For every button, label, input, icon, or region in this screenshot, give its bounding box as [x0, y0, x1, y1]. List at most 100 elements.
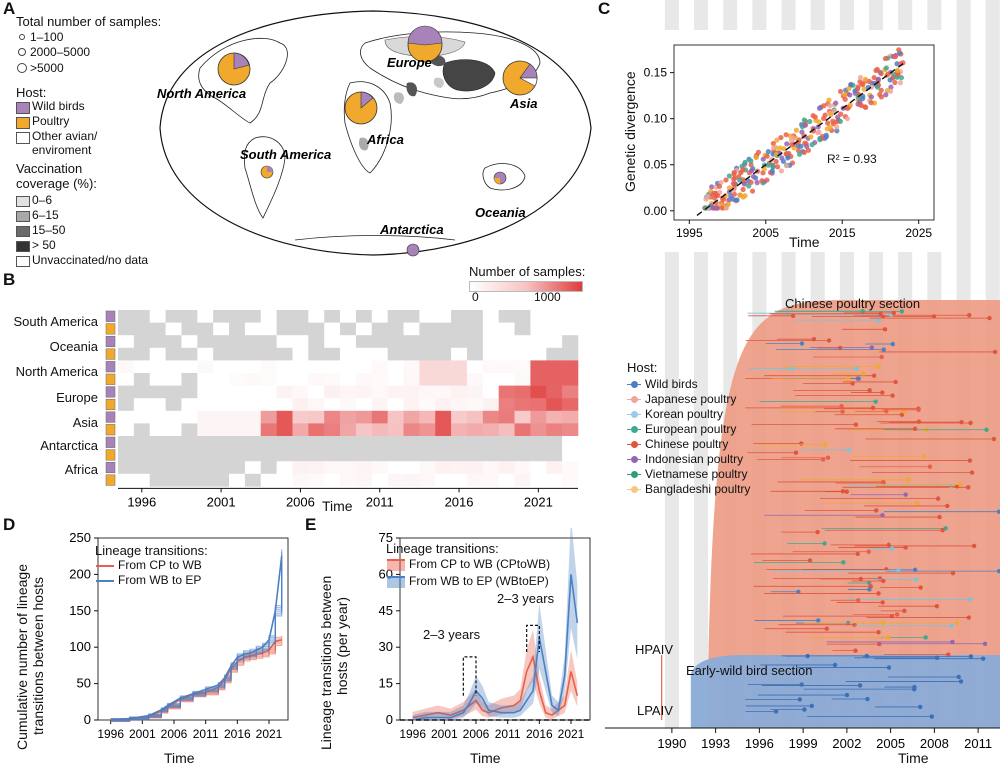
- scatter-point: [827, 124, 833, 130]
- heatmap-cell: [387, 373, 404, 386]
- heatmap-cell: [308, 436, 325, 449]
- heatmap-cell: [244, 423, 262, 437]
- heatmap-cell: [340, 398, 357, 412]
- heatmap-cell: [197, 335, 214, 349]
- heatmap-cell: [244, 398, 262, 412]
- pie-south-america: [260, 165, 274, 179]
- heatmap-cell: [403, 347, 420, 361]
- heatmap-cell: [197, 347, 214, 361]
- heatmap-cell: [355, 310, 373, 323]
- heatmap-cell: [466, 347, 484, 361]
- heatmap-cell: [530, 335, 547, 349]
- scatter-point: [827, 103, 833, 109]
- tree-legend-item: Chinese poultry: [627, 437, 728, 451]
- tree-tip: [826, 338, 832, 343]
- scatter-point: [719, 205, 725, 211]
- heatmap-cell: [276, 385, 293, 399]
- pie-north-america: [217, 52, 251, 86]
- scatter-point: [882, 55, 888, 62]
- heatmap-cell: [546, 436, 563, 449]
- heatmap-cell: [530, 423, 547, 437]
- heatmap-x-tick-label: 1996: [127, 494, 156, 509]
- heatmap-cell: [482, 398, 499, 412]
- inset-y-tick-label: 0.15: [644, 66, 668, 80]
- heatmap-cell: [165, 448, 182, 462]
- heatmap-cell: [213, 310, 230, 323]
- scatter-point: [896, 47, 902, 53]
- tree-x-tick-label: 2008: [920, 736, 949, 751]
- heatmap-cell: [387, 310, 404, 323]
- heatmap-cell: [118, 310, 135, 323]
- heatmap-cell: [340, 385, 357, 399]
- scatter-point: [784, 141, 790, 147]
- scatter-point: [842, 96, 848, 102]
- host-legend-other-2: enviroment: [32, 143, 92, 157]
- tree-tip: [869, 345, 875, 350]
- hpaiv-label: HPAIV: [635, 642, 674, 657]
- e-ylabel-1: Lineage transitions between: [318, 575, 334, 750]
- heatmap-cell: [562, 448, 579, 462]
- heatmap-cell: [260, 448, 277, 462]
- heatmap-cell: [530, 473, 547, 487]
- tree-tip: [903, 545, 908, 550]
- heatmap-cell: [403, 436, 420, 449]
- tree-tip: [929, 714, 934, 719]
- scatter-point: [847, 92, 853, 98]
- y-tick-label: 250: [69, 530, 91, 545]
- tree-tip: [816, 618, 821, 623]
- tree-tip: [927, 464, 933, 469]
- heatmap-cell: [324, 322, 341, 336]
- swatch-vacc-3: [16, 226, 30, 237]
- heatmap-cell: [340, 347, 357, 361]
- heatmap-cell: [451, 322, 468, 336]
- heatmap-x-tick-label: 2001: [207, 494, 236, 509]
- x-tick-label: 2001: [431, 727, 458, 741]
- heatmap-cell: [435, 448, 452, 462]
- heatmap-cell: [197, 423, 214, 437]
- tree-legend-swatch: [627, 425, 641, 434]
- tree-legend-item: Indonesian poultry: [627, 452, 743, 466]
- tree-tip: [811, 336, 817, 342]
- heatmap-cell: [514, 335, 531, 349]
- tree-tip: [820, 457, 826, 462]
- heatmap-cell: [403, 310, 420, 323]
- label-antarctica: Antarctica: [379, 222, 444, 237]
- scatter-point: [742, 159, 748, 165]
- vacc-legend-1: 0–6: [32, 193, 53, 207]
- tree-tip: [890, 393, 895, 398]
- tree-x-tick-label: 2011: [964, 736, 992, 751]
- tree-tip: [797, 697, 802, 702]
- tree-tip: [858, 576, 864, 582]
- heatmap-cell: [133, 448, 151, 462]
- tree-tip: [866, 580, 872, 586]
- heatmap-cell: [197, 398, 214, 412]
- heatmap-cell: [530, 310, 547, 323]
- tree-tip: [876, 364, 881, 369]
- heatmap-cell: [355, 398, 373, 412]
- scatter-point: [801, 117, 807, 123]
- heatmap-cell: [498, 436, 515, 449]
- heatmap-cell: [514, 322, 531, 336]
- scatter-point: [731, 169, 737, 176]
- tree-tip: [889, 613, 895, 619]
- tree-tip: [890, 341, 895, 347]
- heatmap-row-label-1: Oceania: [49, 339, 98, 354]
- tree-tip: [886, 665, 892, 670]
- tree-tip: [916, 419, 922, 424]
- scatter-point: [750, 173, 757, 180]
- heatmap-cell: [371, 398, 388, 412]
- heatmap-cell: [514, 360, 531, 374]
- heatmap-cell: [133, 373, 151, 386]
- heatmap-cell: [562, 373, 579, 386]
- scatter-point: [897, 80, 903, 86]
- heatmap-cell: [118, 385, 135, 399]
- heatmap-cell: [260, 398, 277, 412]
- heatmap-cell: [498, 423, 515, 437]
- heatmap-cell: [292, 473, 309, 487]
- heatmap-cell: [181, 423, 198, 437]
- tree-tip: [971, 543, 977, 549]
- tree-tip: [885, 635, 891, 640]
- scatter-point: [823, 132, 829, 138]
- heatmap-cell: [165, 410, 182, 424]
- tree-tip: [899, 412, 905, 417]
